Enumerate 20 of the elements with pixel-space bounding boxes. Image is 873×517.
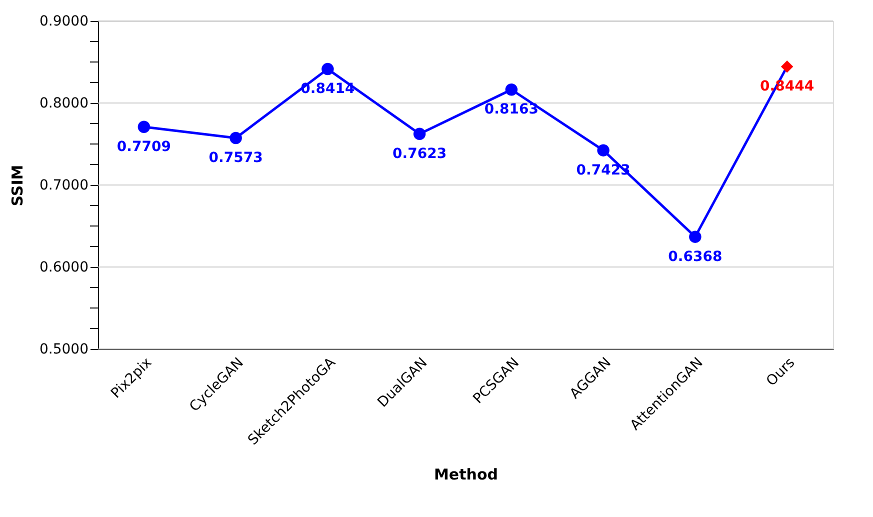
data-label: 0.8163 — [484, 102, 538, 118]
point — [230, 132, 242, 144]
point — [322, 62, 334, 76]
point — [689, 230, 702, 243]
x-axis-title: Method — [434, 466, 498, 484]
y-axis-title: SSIM — [8, 164, 27, 206]
y-tick-label: 0.9000 — [40, 14, 88, 30]
y-tick-label: 0.8000 — [40, 96, 88, 112]
point — [780, 60, 794, 73]
y-tick-label: 0.6000 — [40, 260, 88, 276]
data-label: 0.7709 — [116, 138, 171, 155]
y-tick-label: 0.5000 — [40, 342, 88, 358]
y-tick-label: 0.7000 — [40, 178, 88, 194]
data-label: 0.6368 — [668, 248, 722, 265]
point — [505, 84, 518, 96]
point — [597, 144, 610, 156]
data-label: 0.7573 — [208, 150, 263, 166]
point — [138, 120, 150, 133]
data-label: 0.7623 — [392, 146, 447, 162]
point — [413, 128, 426, 140]
